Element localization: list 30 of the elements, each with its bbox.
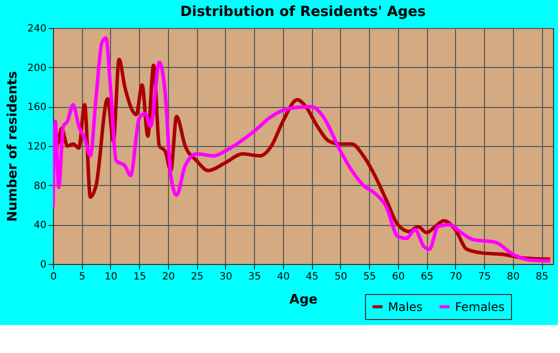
x-tick-label: 0 xyxy=(50,272,57,282)
y-axis-title: Number of residents xyxy=(5,70,20,222)
y-tick-label: 240 xyxy=(27,24,46,34)
x-tick-label: 50 xyxy=(334,272,348,282)
x-tick-label: 40 xyxy=(277,272,290,282)
legend-label: Males xyxy=(388,300,423,314)
x-tick-label: 55 xyxy=(363,272,376,282)
x-tick-label: 30 xyxy=(220,272,232,282)
x-tick-label: 10 xyxy=(104,272,118,282)
x-tick-label: 80 xyxy=(506,272,520,282)
x-tick-label: 60 xyxy=(392,272,405,282)
x-tick-label: 75 xyxy=(478,272,491,282)
x-tick-label: 45 xyxy=(306,272,318,282)
legend-label: Females xyxy=(455,300,505,314)
x-tick-label: 85 xyxy=(536,272,548,282)
y-tick-label: 0 xyxy=(40,260,46,270)
y-tick-label: 120 xyxy=(27,142,46,152)
x-tick-label: 65 xyxy=(420,272,434,282)
y-tick-label: 40 xyxy=(34,220,46,232)
y-tick-label: 160 xyxy=(27,102,46,114)
x-tick-label: 15 xyxy=(133,272,146,282)
x-tick-label: 25 xyxy=(190,272,204,282)
x-tick-label: 35 xyxy=(248,272,262,282)
chart-title: Distribution of Residents' Ages xyxy=(180,4,426,20)
y-tick-label: 80 xyxy=(34,180,46,192)
x-tick-label: 20 xyxy=(162,272,175,282)
y-tick-label: 200 xyxy=(27,62,46,74)
x-axis-title: Age xyxy=(289,292,318,308)
x-tick-label: 70 xyxy=(449,272,462,282)
x-tick-label: 5 xyxy=(79,272,86,282)
